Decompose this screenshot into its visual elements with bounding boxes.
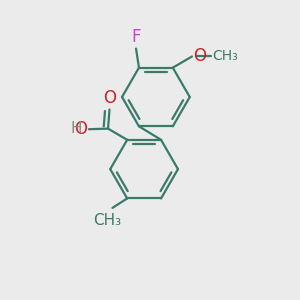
Text: CH₃: CH₃ [213,50,238,64]
Text: CH₃: CH₃ [93,213,121,228]
Text: F: F [131,28,141,46]
Text: O: O [103,88,116,106]
Text: H: H [70,121,82,136]
Text: O: O [193,47,206,65]
Text: O: O [74,120,87,138]
